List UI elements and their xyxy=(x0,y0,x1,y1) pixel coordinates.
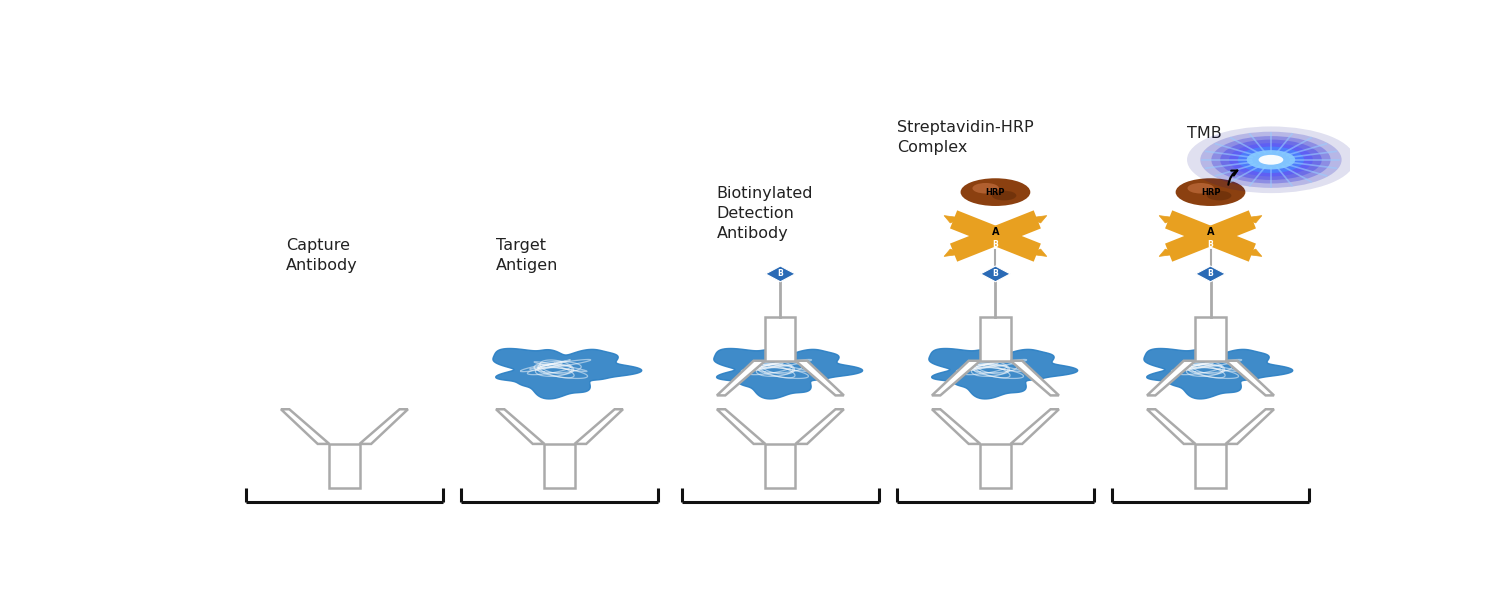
Polygon shape xyxy=(494,349,642,399)
Circle shape xyxy=(1220,140,1322,180)
Polygon shape xyxy=(574,409,622,444)
Text: Streptavidin-HRP
Complex: Streptavidin-HRP Complex xyxy=(897,121,1034,155)
Polygon shape xyxy=(717,409,765,444)
Text: TMB: TMB xyxy=(1188,127,1222,141)
Bar xyxy=(765,444,795,488)
Text: B: B xyxy=(777,269,783,278)
Polygon shape xyxy=(1196,266,1225,282)
Polygon shape xyxy=(1011,409,1059,444)
Polygon shape xyxy=(932,361,981,395)
Bar xyxy=(330,444,360,488)
Circle shape xyxy=(1238,146,1304,173)
Circle shape xyxy=(1258,155,1284,164)
Polygon shape xyxy=(1226,361,1274,395)
Circle shape xyxy=(1176,178,1245,206)
Circle shape xyxy=(1246,150,1294,169)
Circle shape xyxy=(1228,143,1312,176)
Bar xyxy=(544,444,574,488)
Circle shape xyxy=(1200,131,1341,188)
Text: B: B xyxy=(993,269,999,278)
Bar xyxy=(1196,444,1225,488)
Circle shape xyxy=(1208,191,1231,200)
Polygon shape xyxy=(765,266,795,282)
Polygon shape xyxy=(1029,249,1047,256)
Bar xyxy=(981,317,1011,361)
Bar xyxy=(981,444,1011,488)
Polygon shape xyxy=(944,249,963,256)
Circle shape xyxy=(960,178,1030,206)
Text: B: B xyxy=(1208,240,1214,249)
Text: HRP: HRP xyxy=(986,188,1005,197)
Bar xyxy=(1196,317,1225,361)
Circle shape xyxy=(1188,183,1214,194)
Polygon shape xyxy=(981,266,1011,282)
Text: Biotinylated
Detection
Antibody: Biotinylated Detection Antibody xyxy=(717,186,813,241)
Polygon shape xyxy=(944,215,963,223)
Polygon shape xyxy=(714,349,862,399)
Text: A: A xyxy=(992,227,999,237)
Polygon shape xyxy=(360,409,408,444)
Polygon shape xyxy=(1226,409,1274,444)
Polygon shape xyxy=(1029,215,1047,223)
Text: A: A xyxy=(1206,227,1215,237)
Polygon shape xyxy=(280,409,330,444)
Polygon shape xyxy=(795,409,844,444)
Polygon shape xyxy=(1160,215,1178,223)
Text: HRP: HRP xyxy=(1200,188,1221,197)
Polygon shape xyxy=(1144,349,1293,399)
Circle shape xyxy=(1212,136,1330,184)
Polygon shape xyxy=(928,349,1077,399)
Polygon shape xyxy=(1244,249,1262,256)
Bar xyxy=(765,317,795,361)
Circle shape xyxy=(972,183,999,194)
Polygon shape xyxy=(932,409,981,444)
Polygon shape xyxy=(1160,249,1178,256)
Text: B: B xyxy=(993,240,999,249)
Text: Target
Antigen: Target Antigen xyxy=(495,238,558,273)
Polygon shape xyxy=(496,409,544,444)
Polygon shape xyxy=(1011,361,1059,395)
Circle shape xyxy=(1186,127,1354,193)
Polygon shape xyxy=(795,361,844,395)
Text: B: B xyxy=(1208,269,1214,278)
Polygon shape xyxy=(717,361,765,395)
Circle shape xyxy=(992,191,1017,200)
Polygon shape xyxy=(1244,215,1262,223)
Text: Capture
Antibody: Capture Antibody xyxy=(286,238,358,273)
Polygon shape xyxy=(1148,361,1196,395)
Polygon shape xyxy=(1148,409,1196,444)
